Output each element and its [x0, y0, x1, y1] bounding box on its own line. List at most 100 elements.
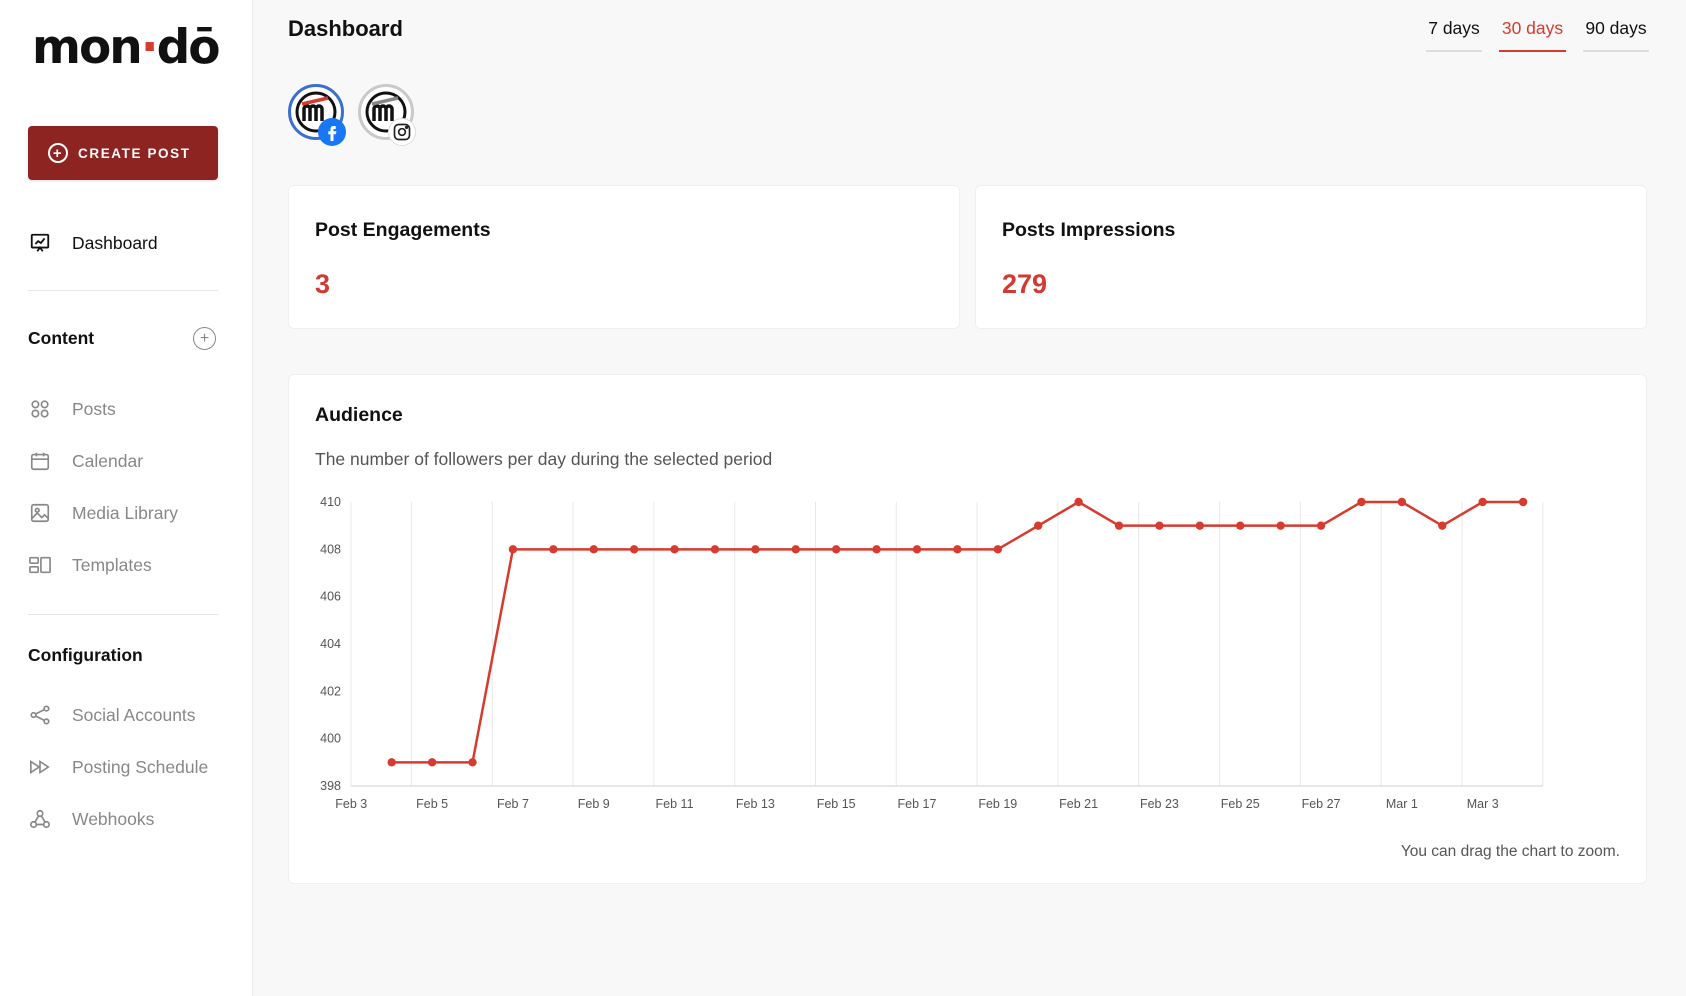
y-tick-label: 408: [320, 542, 341, 556]
data-point: [1518, 497, 1528, 507]
data-point: [912, 545, 922, 554]
series-line: [391, 500, 1524, 764]
data-point: [589, 545, 598, 554]
plus-circle-icon: +: [48, 143, 68, 163]
sidebar-item-label: Posts: [72, 398, 116, 419]
engagements-card: Post Engagements 3: [288, 185, 960, 329]
y-tick-label: 398: [320, 779, 341, 793]
create-post-label: CREATE POST: [78, 145, 191, 161]
x-tick-label: Feb 11: [656, 797, 694, 811]
data-point: [1155, 521, 1164, 530]
image-icon: [28, 501, 52, 525]
impressions-card: Posts Impressions 279: [975, 185, 1647, 329]
logo-dot: ·: [140, 20, 159, 75]
audience-title: Audience: [315, 404, 403, 426]
x-tick-label: Mar 3: [1467, 797, 1499, 811]
posts-grid-icon: [28, 397, 52, 421]
audience-subtitle: The number of followers per day during t…: [315, 449, 773, 469]
sidebar-item-posting-schedule[interactable]: Posting Schedule: [28, 752, 208, 782]
data-point: [872, 545, 881, 554]
sidebar-item-label: Templates: [72, 554, 152, 575]
sidebar-item-webhooks[interactable]: Webhooks: [28, 804, 154, 834]
date-range-tabs: 7 days 30 days 90 days: [1426, 14, 1649, 52]
x-tick-label: Feb 3: [335, 797, 367, 811]
logo-text-mon: mon: [32, 20, 143, 75]
audience-card: Audience The number of followers per day…: [288, 374, 1647, 884]
data-point: [1397, 497, 1407, 507]
x-tick-label: Feb 25: [1221, 797, 1260, 811]
x-tick-label: Feb 23: [1140, 797, 1179, 811]
data-point: [549, 545, 558, 554]
data-point: [1195, 521, 1205, 530]
data-point: [508, 545, 518, 554]
data-point: [993, 545, 1003, 554]
sidebar-item-calendar[interactable]: Calendar: [28, 446, 143, 476]
add-content-icon[interactable]: +: [193, 327, 216, 350]
data-point: [629, 545, 639, 554]
calendar-icon: [28, 449, 52, 473]
data-point: [468, 758, 477, 767]
sidebar-item-templates[interactable]: Templates: [28, 550, 152, 580]
sidebar-divider: [28, 290, 218, 291]
data-point: [1236, 521, 1245, 530]
data-point: [1114, 521, 1124, 530]
data-point: [670, 545, 679, 554]
data-point: [1478, 497, 1487, 507]
data-point: [1316, 521, 1326, 530]
sidebar-item-label: Calendar: [72, 450, 144, 471]
account-selector: [288, 84, 416, 148]
sidebar-item-media-library[interactable]: Media Library: [28, 498, 178, 528]
webhook-icon: [28, 807, 52, 831]
data-point: [1357, 497, 1366, 507]
logo-text-d: d: [156, 20, 191, 75]
x-tick-label: Feb 7: [497, 797, 529, 811]
templates-icon: [28, 553, 52, 577]
x-tick-label: Feb 15: [817, 797, 856, 811]
data-point: [1034, 521, 1043, 530]
x-tick-label: Feb 13: [736, 797, 775, 811]
logo[interactable]: mon·dō: [32, 20, 221, 75]
account-instagram[interactable]: [358, 84, 416, 148]
y-tick-label: 400: [320, 732, 341, 746]
y-tick-label: 402: [320, 684, 341, 698]
x-tick-label: Feb 19: [978, 797, 1017, 811]
data-point: [953, 545, 962, 554]
chart-presentation-icon: [28, 231, 52, 255]
audience-chart[interactable]: 410 408 406 404 402 400 398 Feb 3 Feb 5 Feb 7 Feb …: [289, 375, 1648, 885]
data-point: [387, 758, 396, 767]
sidebar-item-social-accounts[interactable]: Social Accounts: [28, 700, 196, 730]
data-point: [791, 545, 800, 554]
create-post-button[interactable]: + CREATE POST: [28, 126, 218, 180]
facebook-icon: [318, 118, 346, 146]
sidebar-item-posts[interactable]: Posts: [28, 394, 116, 424]
engagements-value: 3: [315, 269, 331, 299]
sidebar-item-label: Webhooks: [72, 808, 155, 829]
x-tick-label: Feb 27: [1302, 797, 1341, 811]
fast-forward-icon: [28, 755, 52, 779]
chart-zoom-hint: You can drag the chart to zoom.: [1400, 843, 1620, 860]
y-tick-label: 406: [320, 590, 341, 604]
share-icon: [28, 703, 52, 727]
sidebar: mon·dō + CREATE POST Dashboard Content +…: [0, 0, 253, 996]
account-facebook[interactable]: [288, 84, 346, 148]
data-point: [1438, 521, 1447, 530]
tab-7-days[interactable]: 7 days: [1426, 14, 1482, 52]
sidebar-divider: [28, 614, 218, 615]
engagements-title: Post Engagements: [315, 219, 491, 241]
y-tick-label: 410: [320, 495, 341, 509]
data-point: [1074, 497, 1083, 507]
section-title-content: Content: [28, 328, 95, 348]
data-point: [831, 545, 841, 554]
sidebar-item-label: Dashboard: [72, 232, 158, 253]
tab-30-days[interactable]: 30 days: [1499, 14, 1566, 52]
data-point: [751, 545, 760, 554]
data-point: [427, 758, 437, 767]
data-point: [710, 545, 720, 554]
main-content: Dashboard 7 days 30 days 90 days: [253, 0, 1686, 996]
impressions-title: Posts Impressions: [1002, 219, 1176, 241]
tab-90-days[interactable]: 90 days: [1583, 14, 1649, 52]
x-tick-label: Feb 5: [416, 797, 448, 811]
logo-text-o: ō: [188, 20, 220, 75]
sidebar-item-dashboard[interactable]: Dashboard: [28, 228, 158, 258]
